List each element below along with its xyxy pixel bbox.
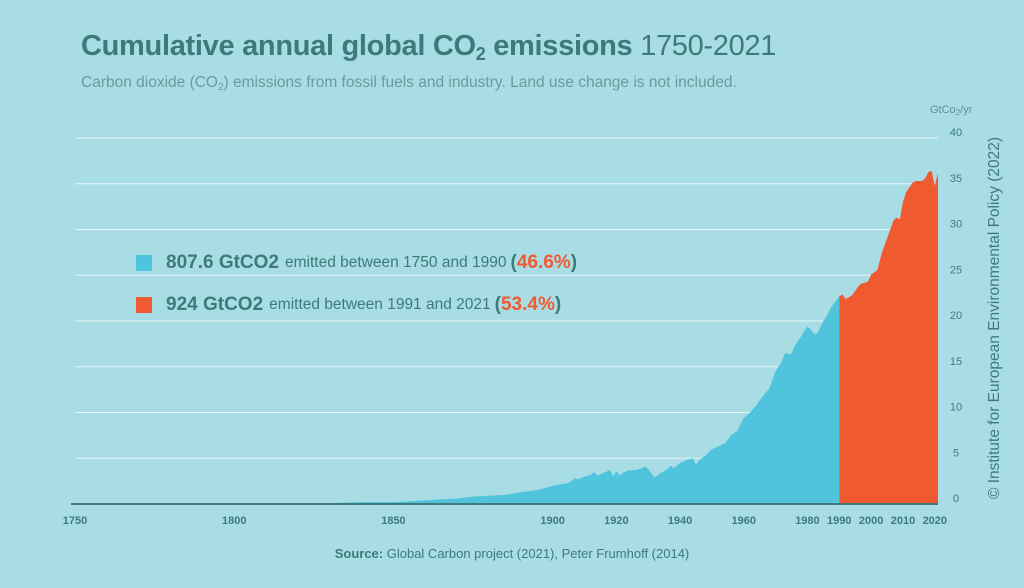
title-range: 1750-2021 (632, 30, 777, 62)
area-series-1750-1990 (75, 296, 840, 504)
title-main-end: emissions (485, 30, 633, 62)
legend-amount: 807.6 GtCO2 (166, 252, 279, 273)
page-title: Cumulative annual global CO2 emissions 1… (81, 30, 776, 65)
y-tick-label: 20 (950, 310, 962, 322)
y-tick-label: 5 (953, 447, 959, 459)
legend-swatch-orange (136, 297, 152, 313)
legend-percentage: 46.6% (516, 252, 571, 273)
x-tick-label: 2000 (859, 515, 883, 527)
source-label: Source: (334, 546, 384, 561)
y-tick-label: 25 (950, 264, 962, 276)
x-tick-label: 1900 (540, 515, 564, 527)
y-tick-label: 15 (950, 356, 962, 368)
copyright-credit: © Institute for European Environmental P… (986, 136, 1003, 500)
legend-swatch-blue (136, 255, 152, 271)
title-main: Cumulative annual global CO (81, 30, 476, 62)
legend-description: emitted between 1991 and 2021 (269, 296, 491, 313)
legend-percentage: 53.4% (500, 294, 555, 315)
legend-item-post1990: 924 GtCO2 emitted between 1991 and 2021 … (136, 294, 561, 316)
legend-paren-close: ) (554, 294, 562, 315)
x-tick-label: 2010 (891, 515, 915, 527)
x-tick-label: 1850 (381, 515, 405, 527)
subtitle-end: ) emissions from fossil fuels and indust… (223, 74, 737, 91)
chart-subtitle: Carbon dioxide (CO2) emissions from foss… (81, 74, 737, 93)
x-tick-label: 1750 (63, 515, 87, 527)
x-tick-label: 1980 (795, 515, 819, 527)
legend-paren-open: ( (494, 294, 501, 315)
legend-item-pre1991: 807.6 GtCO2 emitted between 1750 and 199… (136, 252, 577, 274)
legend-amount: 924 GtCO2 (166, 294, 264, 315)
y-tick-label: 0 (953, 493, 959, 505)
legend-paren-close: ) (570, 252, 578, 273)
unit-subscript: 2 (955, 108, 961, 117)
source-text: Global Carbon project (2021), Peter Frum… (383, 546, 690, 561)
subtitle-subscript: 2 (217, 82, 224, 93)
source-note: Source: Global Carbon project (2021), Pe… (0, 546, 1024, 561)
x-tick-label: 1940 (668, 515, 692, 527)
x-tick-label: 2020 (923, 515, 947, 527)
unit-end: /yr (960, 104, 973, 116)
y-tick-label: 30 (950, 219, 962, 231)
x-tick-label: 1800 (222, 515, 246, 527)
x-tick-label: 1990 (827, 515, 851, 527)
title-subscript: 2 (475, 44, 486, 64)
x-tick-label: 1920 (604, 515, 628, 527)
y-tick-label: 10 (950, 402, 962, 414)
y-tick-label: 40 (950, 127, 962, 139)
legend-description: emitted between 1750 and 1990 (285, 254, 507, 271)
subtitle-start: Carbon dioxide (CO (81, 74, 218, 91)
area-series-1991-2021 (839, 170, 938, 504)
unit-start: GtCo (930, 104, 956, 116)
y-tick-label: 35 (950, 173, 962, 185)
y-axis-unit: GtCo2/yr (930, 104, 972, 117)
legend-paren-open: ( (510, 252, 517, 273)
x-tick-label: 1960 (732, 515, 756, 527)
